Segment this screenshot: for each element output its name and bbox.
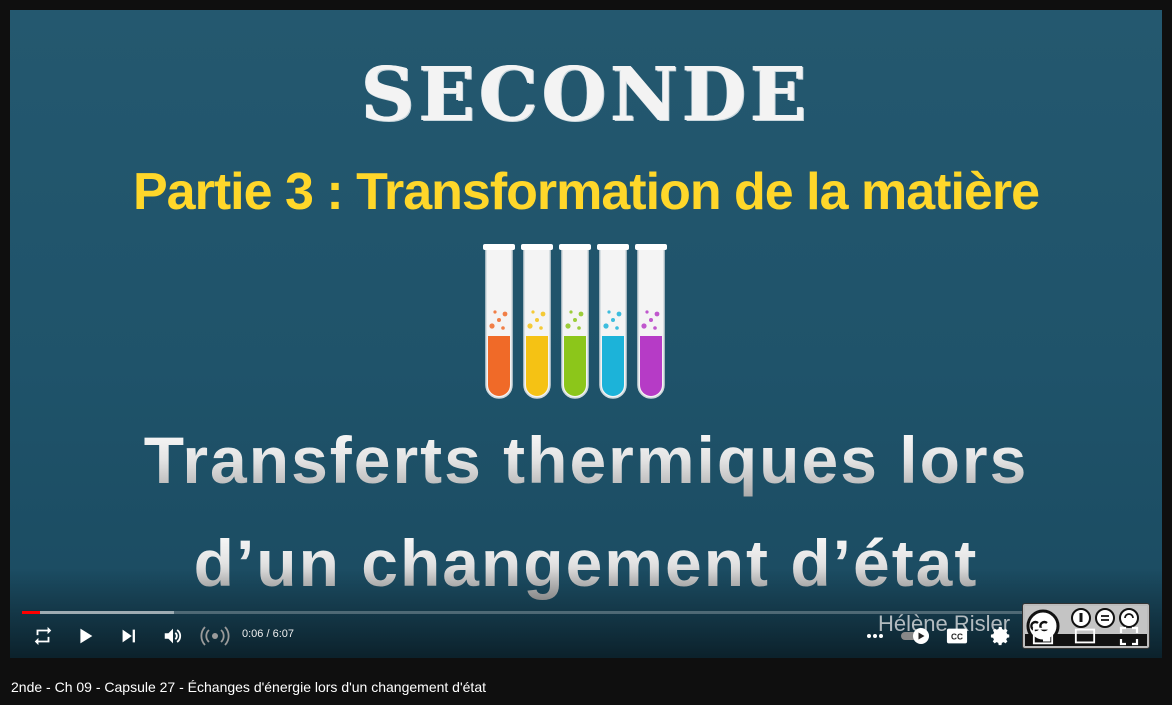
test-tube bbox=[483, 244, 515, 399]
test-tubes-illustration bbox=[483, 244, 667, 399]
time-display: 0:06 / 6:07 bbox=[242, 628, 294, 640]
broadcast-icon bbox=[200, 626, 230, 646]
loop-button[interactable] bbox=[30, 620, 56, 652]
next-button[interactable] bbox=[116, 620, 142, 652]
more-button[interactable] bbox=[862, 620, 888, 652]
slide-level-title: SECONDE bbox=[361, 52, 811, 138]
autoplay-toggle-icon bbox=[901, 628, 929, 644]
creative-commons-icon bbox=[1025, 606, 1147, 646]
license-logo bbox=[1022, 603, 1150, 649]
miniplayer-icon bbox=[1032, 627, 1054, 645]
settings-icon bbox=[990, 626, 1010, 646]
live-status bbox=[198, 620, 232, 652]
progress-loaded bbox=[22, 611, 175, 614]
controls-gradient bbox=[10, 568, 1162, 658]
test-tube bbox=[521, 244, 553, 399]
test-tube bbox=[635, 244, 667, 399]
author-watermark: Hélène Risler bbox=[878, 611, 1011, 636]
loop-icon bbox=[34, 626, 52, 646]
video-player[interactable]: SECONDE Partie 3 : Transformation de la … bbox=[10, 10, 1162, 658]
video-title: 2nde - Ch 09 - Capsule 27 - Échanges d'é… bbox=[11, 679, 486, 695]
slide-main-title-line1: Transferts thermiques lors bbox=[10, 422, 1162, 498]
test-tube bbox=[559, 244, 591, 399]
progress-played bbox=[22, 611, 41, 614]
volume-icon bbox=[164, 628, 182, 644]
theater-mode-button[interactable] bbox=[1072, 620, 1098, 652]
subtitles-icon: CC bbox=[946, 628, 968, 644]
video-frame[interactable]: SECONDE Partie 3 : Transformation de la … bbox=[10, 10, 1162, 658]
more-icon bbox=[867, 634, 883, 638]
progress-bar[interactable] bbox=[22, 611, 1150, 614]
subtitles-button[interactable]: CC bbox=[944, 620, 970, 652]
play-icon bbox=[80, 628, 93, 644]
test-tube bbox=[597, 244, 629, 399]
theater-icon bbox=[1074, 628, 1096, 644]
autoplay-toggle[interactable] bbox=[898, 620, 934, 652]
slide-part-title: Partie 3 : Transformation de la matière bbox=[133, 163, 1040, 221]
fullscreen-icon bbox=[1119, 626, 1139, 646]
settings-button[interactable] bbox=[988, 620, 1014, 652]
next-icon bbox=[122, 629, 135, 643]
svg-text:CC: CC bbox=[951, 633, 963, 642]
mute-button[interactable] bbox=[160, 620, 186, 652]
play-button[interactable] bbox=[72, 620, 98, 652]
fullscreen-button[interactable] bbox=[1116, 620, 1142, 652]
miniplayer-button[interactable] bbox=[1030, 620, 1056, 652]
